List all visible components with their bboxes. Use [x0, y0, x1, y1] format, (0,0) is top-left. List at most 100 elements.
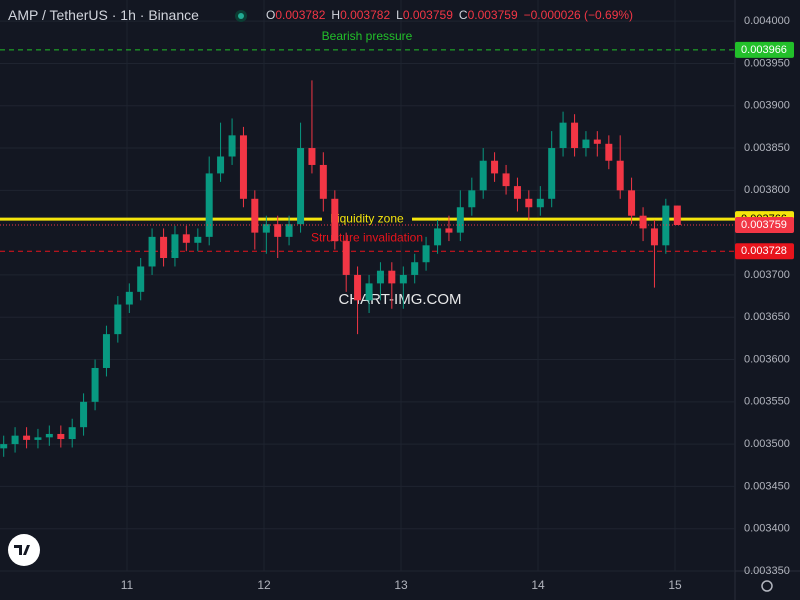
price-badge	[735, 41, 794, 58]
candle-body	[319, 164, 327, 199]
level-label: Structure invalidation	[311, 230, 423, 244]
ohlc-label: C	[459, 8, 468, 22]
y-tick-label: 0.003600	[744, 353, 790, 365]
y-tick-label: 0.003550	[744, 396, 790, 408]
candle-body	[171, 234, 179, 259]
header: AMP / TetherUS · 1h · Binance	[8, 7, 199, 23]
level-label: Liquidity zone	[330, 211, 404, 225]
candle-body	[354, 274, 362, 301]
candle-body	[536, 198, 544, 208]
candle-body	[342, 241, 350, 275]
x-tick-label: 15	[668, 578, 682, 592]
candle-body	[80, 401, 88, 428]
ohlc-label: L	[396, 8, 403, 22]
y-tick-label: 0.003350	[744, 565, 790, 577]
x-tick-label: 11	[121, 578, 134, 592]
candle-body	[571, 122, 579, 149]
candle-body	[262, 224, 270, 233]
y-tick-label: 0.003850	[744, 142, 790, 154]
candle-body	[628, 190, 636, 216]
candle-body	[650, 228, 658, 246]
y-tick-label: 0.003500	[744, 438, 790, 450]
candle-body	[331, 198, 339, 242]
candles	[0, 80, 681, 457]
candle-body	[582, 139, 590, 149]
candle-body	[182, 234, 190, 243]
candle-body	[559, 122, 567, 149]
candle-body	[525, 198, 533, 208]
y-tick-label: 0.003450	[744, 480, 790, 492]
candle-body	[11, 435, 19, 445]
last-price-label: 0.003759	[741, 219, 787, 231]
candle-body	[34, 437, 42, 440]
last-price-badge	[735, 217, 794, 234]
candle-body	[297, 148, 305, 225]
ohlc-value: 0.003759	[403, 8, 453, 22]
y-tick-label: 0.003950	[744, 57, 790, 69]
settings-icon[interactable]	[761, 580, 773, 592]
symbol: AMP / TetherUS · 1h · Binance	[8, 7, 199, 23]
candle-body	[616, 160, 624, 191]
x-tick-label: 13	[394, 578, 408, 592]
candle-body	[125, 291, 133, 305]
x-tick-label: 12	[257, 578, 271, 592]
candle-body	[23, 435, 31, 440]
candle-body	[593, 139, 601, 144]
candle-body	[217, 156, 225, 174]
status-dot	[238, 13, 244, 19]
candle-body	[639, 215, 647, 229]
candle-body	[274, 224, 282, 237]
candle-body	[148, 236, 156, 267]
candle-body	[45, 433, 53, 438]
candle-body	[388, 270, 396, 284]
candle-body	[468, 190, 476, 208]
candle-body	[445, 228, 453, 233]
candle-body	[376, 270, 384, 284]
candle-body	[91, 367, 99, 402]
candle-body	[434, 228, 442, 246]
candle-body	[411, 262, 419, 275]
ohlc-value: 0.003782	[340, 8, 390, 22]
candle-body	[239, 135, 247, 199]
candle-body	[114, 304, 122, 335]
change: −0.000026 (−0.69%)	[524, 8, 633, 22]
y-tick-label: 0.003650	[744, 311, 790, 323]
y-tick-label: 0.003700	[744, 269, 790, 281]
candle-body	[399, 274, 407, 284]
candle-body	[57, 433, 65, 440]
candle-body	[194, 236, 202, 243]
candle-body	[513, 186, 521, 199]
y-tick-label: 0.004000	[744, 15, 790, 27]
candle-body	[308, 148, 316, 165]
candle-body	[422, 245, 430, 263]
ohlc-header: O0.003782 H0.003782 L0.003759 C0.003759 −0.0…	[266, 8, 633, 22]
candle-body	[365, 283, 373, 301]
ohlc-value: 0.003759	[468, 8, 518, 22]
y-tick-label: 0.003800	[744, 184, 790, 196]
ohlc-label: O	[266, 8, 275, 22]
y-tick-label: 0.003900	[744, 100, 790, 112]
candle-body	[251, 198, 259, 233]
x-tick-label: 14	[531, 578, 545, 592]
candle-body	[228, 135, 236, 157]
candle-body	[502, 173, 510, 187]
price-badge	[735, 243, 794, 260]
candle-body	[479, 160, 487, 191]
candle-body	[662, 205, 670, 246]
candle-body	[160, 236, 168, 259]
candle-body	[548, 148, 556, 199]
candle-body	[605, 143, 613, 161]
candle-body	[285, 224, 293, 237]
ohlc-value: 0.003782	[275, 8, 325, 22]
candle-body	[456, 207, 464, 233]
candle-body	[673, 205, 681, 226]
candle-body	[68, 427, 76, 440]
tv-logo	[8, 534, 40, 566]
candle-body	[137, 266, 145, 292]
candle-body	[102, 334, 110, 368]
price-badge-label: 0.003728	[741, 245, 787, 257]
level-label: Bearish pressure	[322, 29, 413, 43]
candle-body	[491, 160, 499, 174]
